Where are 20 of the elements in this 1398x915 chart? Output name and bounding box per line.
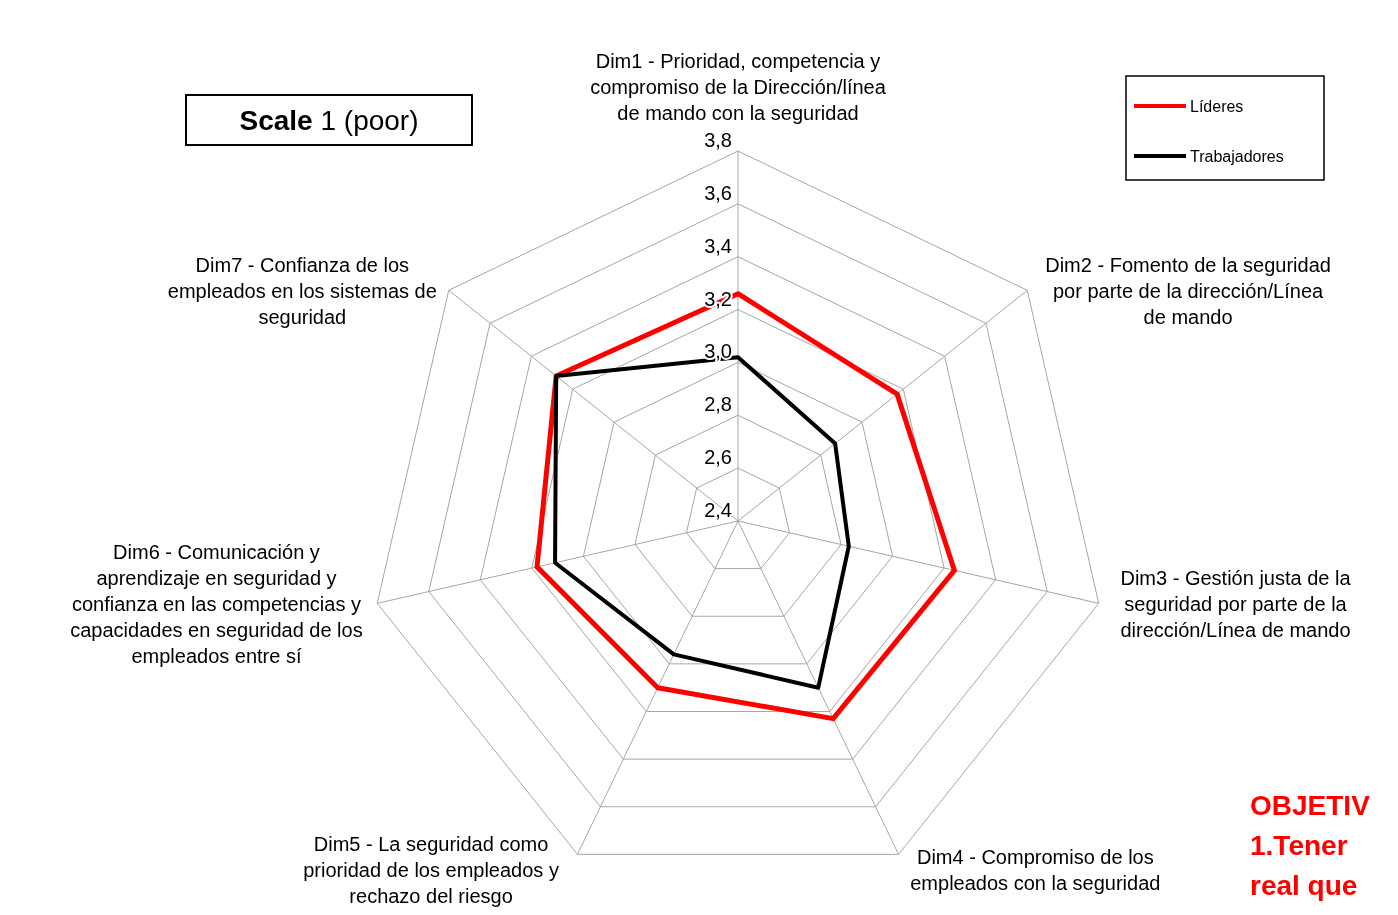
- y-tick-label: 3,0: [704, 340, 732, 363]
- text: real que: [1250, 870, 1358, 901]
- y-tick-label: 2,8: [704, 393, 732, 416]
- spoke-label: Dim2 - Fomento de la seguridad por parte de la dirección/Línea de mando: [1045, 254, 1331, 329]
- y-tick-label: 3,4: [704, 234, 732, 257]
- spoke-label: Dim6 - Comunicación y aprendizaje en seguridad y confianza en las competencias y capacidades en seguridad de los empleados entre sí: [70, 541, 363, 668]
- spoke-label: Dim3 - Gestión justa de la seguridad por parte de la dirección/Línea de mando: [1120, 567, 1352, 642]
- legend-label: Líderes: [1190, 97, 1244, 115]
- y-tick-label: 3,6: [704, 181, 732, 204]
- y-tick-label: 3,8: [704, 129, 732, 151]
- text: 1.Tener: [1250, 830, 1348, 861]
- spoke-label: Dim1 - Prioridad, competencia y compromiso de la Dirección/línea de mando con la seguridad: [590, 49, 887, 124]
- spoke-label: Dim7 - Confianza de los empleados en los sistemas de seguridad: [167, 254, 437, 329]
- y-tick-label: 2,6: [704, 446, 732, 469]
- y-tick-label: 2,4: [704, 499, 732, 521]
- spoke-label: Dim4 - Compromiso de los empleados con la seguridad: [910, 846, 1161, 895]
- text: Scale 1 (poor): [239, 104, 419, 136]
- text: OBJETIV: [1250, 790, 1371, 821]
- legend-label: Trabajadores: [1190, 147, 1284, 165]
- spoke-label: Dim5 - La seguridad como prioridad de los empleados y rechazo del riesgo: [303, 833, 559, 908]
